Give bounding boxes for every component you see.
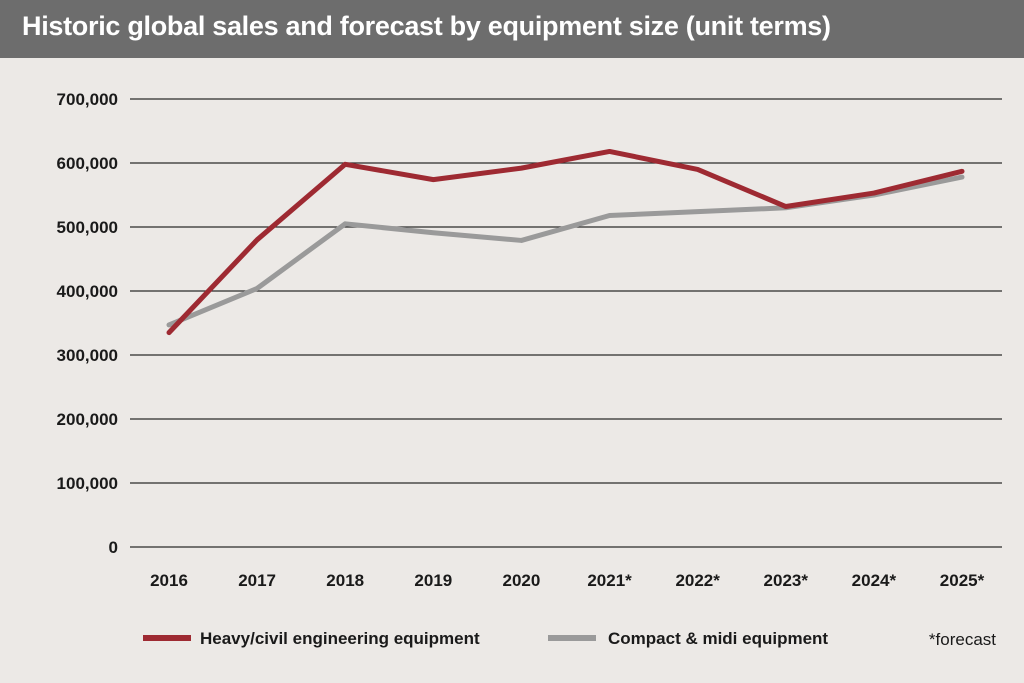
y-tick-label: 200,000: [57, 410, 118, 429]
series-lines: [166, 148, 965, 336]
x-tick-label: 2025*: [940, 571, 985, 590]
x-tick-label: 2020: [503, 571, 541, 590]
forecast-footnote: *forecast: [929, 630, 996, 649]
y-tick-label: 500,000: [57, 218, 118, 237]
y-tick-label: 600,000: [57, 154, 118, 173]
x-tick-label: 2018: [326, 571, 364, 590]
y-tick-label: 400,000: [57, 282, 118, 301]
x-tick-label: 2021*: [587, 571, 632, 590]
chart-title: Historic global sales and forecast by eq…: [22, 11, 831, 41]
legend-label: Heavy/civil engineering equipment: [200, 629, 480, 648]
x-tick-label: 2024*: [852, 571, 897, 590]
legend-label: Compact & midi equipment: [608, 629, 828, 648]
x-tick-label: 2023*: [764, 571, 809, 590]
y-tick-label: 700,000: [57, 90, 118, 109]
legend: Heavy/civil engineering equipment Compact…: [143, 629, 828, 648]
x-axis-ticks: 2016 2017 2018 2019 2020 2021* 2022* 2023* 2024*…: [150, 571, 985, 590]
grid-lines: [130, 98, 1002, 548]
x-tick-label: 2017: [238, 571, 276, 590]
y-tick-label: 100,000: [57, 474, 118, 493]
x-tick-label: 2019: [414, 571, 452, 590]
y-tick-label: 0: [109, 538, 118, 557]
series-line-0: [166, 148, 965, 336]
y-tick-label: 300,000: [57, 346, 118, 365]
title-bar: Historic global sales and forecast by eq…: [0, 0, 1024, 58]
x-tick-label: 2022*: [675, 571, 720, 590]
y-axis-ticks: 0 100,000 200,000 300,000 400,000 500,000 600,…: [57, 90, 118, 557]
x-tick-label: 2016: [150, 571, 188, 590]
